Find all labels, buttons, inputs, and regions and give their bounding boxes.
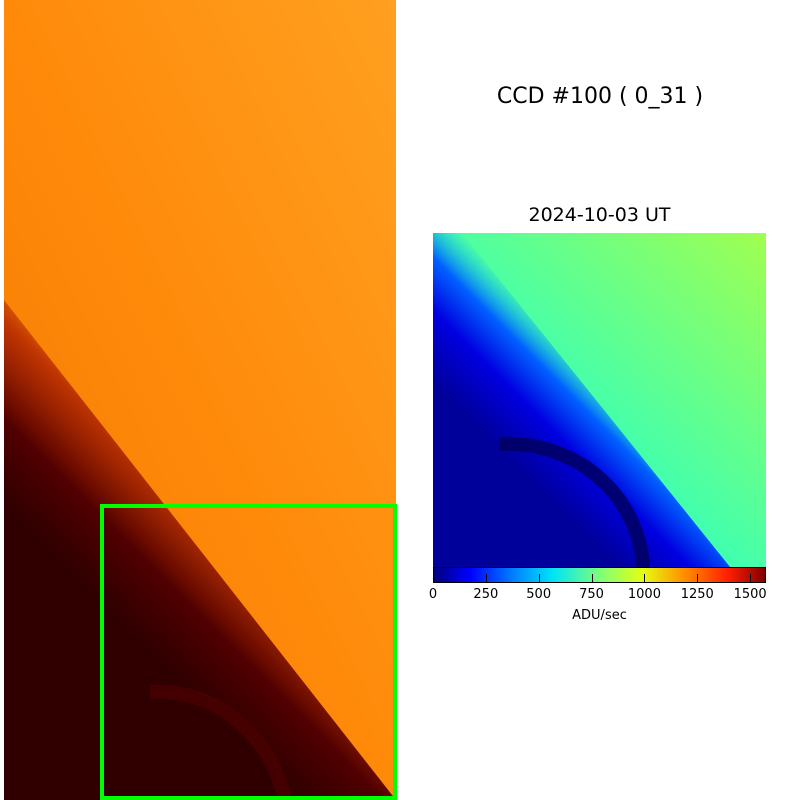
colorbar-tick-label: 1500 [733, 587, 767, 602]
colorbar-tick-label: 750 [579, 587, 604, 602]
ccd-title: CCD #100 ( 0_31 ) [496, 84, 704, 109]
colorbar-tick [538, 574, 540, 583]
colorbar-tick-label: 1000 [627, 587, 661, 602]
colorbar-tick [750, 574, 752, 583]
colorbar-tick-label: 1250 [680, 587, 714, 602]
colorbar-tick [485, 574, 487, 583]
colorbar-label: ADU/sec [572, 608, 627, 623]
colorbar-tick [591, 574, 593, 583]
colorbar-tick [433, 574, 434, 583]
colorbar [433, 567, 766, 583]
date-subtitle: 2024-10-03 UT [528, 204, 671, 226]
colorbar-tick [644, 574, 646, 583]
highlight-box [100, 504, 397, 800]
ccd-zoom-inset [433, 233, 766, 568]
colorbar-tick-label: 500 [526, 587, 552, 602]
colorbar-tick-label: 0 [428, 587, 438, 602]
colorbar-tick-label: 250 [473, 587, 499, 602]
colorbar-tick [697, 574, 699, 583]
